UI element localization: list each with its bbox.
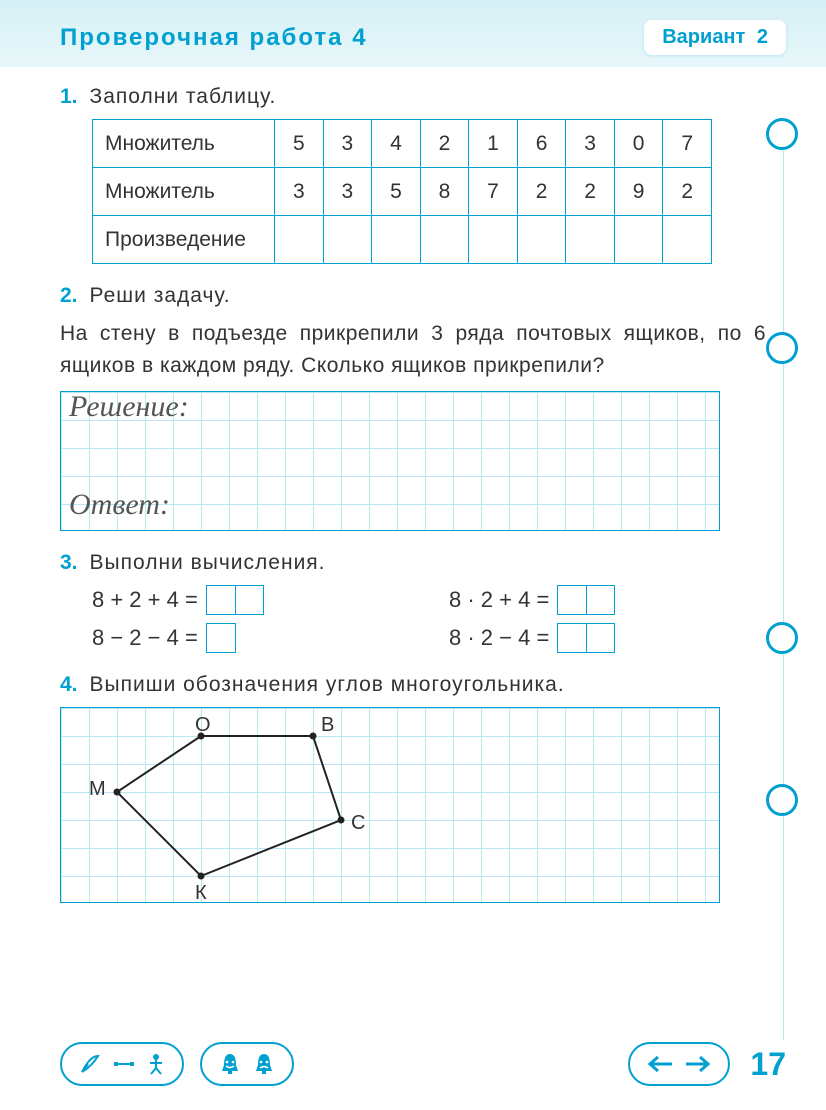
row-label: Множитель <box>93 168 275 216</box>
arrow-right-icon[interactable] <box>684 1054 712 1074</box>
table-cell <box>663 216 712 264</box>
task-4: 4. Выпиши обозначения углов многоугольни… <box>60 673 766 903</box>
table-cell: 3 <box>323 120 372 168</box>
table-cell: 9 <box>614 168 663 216</box>
bell-happy-icon <box>218 1051 242 1077</box>
table-cell <box>566 216 615 264</box>
vertex-label: O <box>195 714 211 737</box>
answer-box <box>206 623 236 653</box>
equation-row: 8 + 2 + 4 = <box>92 585 409 615</box>
task-3-prompt: Выполни вычисления. <box>90 551 326 575</box>
polygon-svg <box>61 708 721 904</box>
progress-circle <box>766 118 798 150</box>
difficulty-pill <box>60 1042 184 1086</box>
progress-circle <box>766 332 798 364</box>
table-cell: 5 <box>372 168 421 216</box>
equation-row: 8 − 2 − 4 = <box>92 623 409 653</box>
table-cell: 3 <box>323 168 372 216</box>
table-cell: 7 <box>663 120 712 168</box>
vertex-label: В <box>321 714 334 737</box>
table-cell <box>614 216 663 264</box>
table-cell <box>517 216 566 264</box>
answer-label: Ответ: <box>69 488 170 522</box>
variant-number: 2 <box>757 26 768 48</box>
side-decoration-line <box>782 150 784 1040</box>
table-cell: 4 <box>372 120 421 168</box>
task-3: 3. Выполни вычисления. 8 + 2 + 4 = 8 · 2 … <box>60 551 766 653</box>
table-cell: 3 <box>275 168 324 216</box>
content-area: 1. Заполни таблицу. Множитель534216307Мн… <box>0 67 826 903</box>
multiplication-table: Множитель534216307Множитель335872292Прои… <box>92 119 712 264</box>
answer-box <box>557 585 615 615</box>
page-header: Проверочная работа 4 Вариант 2 <box>0 0 826 67</box>
variant-label: Вариант <box>662 26 745 48</box>
progress-circle <box>766 784 798 816</box>
equation-row: 8 · 2 + 4 = <box>449 585 766 615</box>
nav-arrows-pill[interactable] <box>628 1042 730 1086</box>
task-1: 1. Заполни таблицу. Множитель534216307Мн… <box>60 85 766 264</box>
table-cell: 3 <box>566 120 615 168</box>
barbell-icon <box>112 1052 136 1076</box>
table-cell: 0 <box>614 120 663 168</box>
table-cell: 8 <box>420 168 469 216</box>
polygon-grid: O В С К М <box>60 707 720 903</box>
table-cell: 2 <box>663 168 712 216</box>
table-row: Произведение <box>93 216 712 264</box>
table-cell <box>469 216 518 264</box>
equation-expr: 8 + 2 + 4 = <box>92 587 198 613</box>
person-icon <box>146 1052 166 1076</box>
solution-label: Решение: <box>69 390 189 424</box>
page-title: Проверочная работа 4 <box>60 24 368 52</box>
vertex-label: М <box>89 778 106 801</box>
table-cell <box>323 216 372 264</box>
table-row: Множитель534216307 <box>93 120 712 168</box>
row-label: Произведение <box>93 216 275 264</box>
variant-badge: Вариант 2 <box>644 20 786 55</box>
page-number: 17 <box>750 1046 786 1083</box>
table-cell: 7 <box>469 168 518 216</box>
task-1-prompt: Заполни таблицу. <box>90 85 277 109</box>
task-3-number: 3. <box>60 551 78 575</box>
task-2: 2. Реши задачу. На стену в подъезде прик… <box>60 284 766 531</box>
row-label: Множитель <box>93 120 275 168</box>
equation-expr: 8 · 2 − 4 = <box>449 625 549 651</box>
table-cell: 2 <box>566 168 615 216</box>
task-2-number: 2. <box>60 284 78 308</box>
task-2-answer-grid: Решение: Ответ: <box>60 391 720 531</box>
task-4-prompt: Выпиши обозначения углов многоугольника. <box>90 673 565 697</box>
answer-box <box>206 585 264 615</box>
equation-expr: 8 − 2 − 4 = <box>92 625 198 651</box>
task-1-number: 1. <box>60 85 78 109</box>
table-cell: 5 <box>275 120 324 168</box>
equation-expr: 8 · 2 + 4 = <box>449 587 549 613</box>
vertex-label: С <box>351 812 365 835</box>
vertex-label: К <box>195 882 207 905</box>
table-cell: 6 <box>517 120 566 168</box>
table-cell: 2 <box>420 120 469 168</box>
task-2-text: На стену в подъезде прикрепили 3 ряда по… <box>60 318 766 381</box>
task-4-number: 4. <box>60 673 78 697</box>
task-2-prompt: Реши задачу. <box>90 284 231 308</box>
progress-circle <box>766 622 798 654</box>
equations-grid: 8 + 2 + 4 = 8 · 2 + 4 = 8 − 2 − 4 = 8 · 2 −… <box>92 585 766 653</box>
bell-sad-icon <box>252 1051 276 1077</box>
table-cell <box>275 216 324 264</box>
table-cell <box>420 216 469 264</box>
table-cell <box>372 216 421 264</box>
answer-box <box>557 623 615 653</box>
feather-icon <box>78 1052 102 1076</box>
rating-pill <box>200 1042 294 1086</box>
equation-row: 8 · 2 − 4 = <box>449 623 766 653</box>
table-row: Множитель335872292 <box>93 168 712 216</box>
table-cell: 1 <box>469 120 518 168</box>
page-footer: 17 <box>60 1042 786 1086</box>
arrow-left-icon[interactable] <box>646 1054 674 1074</box>
table-cell: 2 <box>517 168 566 216</box>
